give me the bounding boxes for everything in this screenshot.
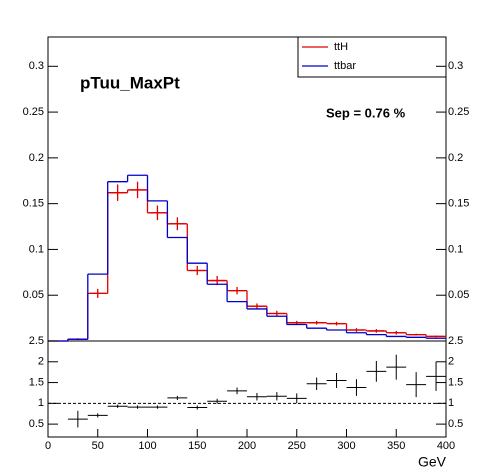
legend-label: ttH bbox=[334, 41, 348, 53]
x-tick-label: 200 bbox=[238, 440, 256, 452]
x-axis-label: GeV bbox=[418, 454, 447, 470]
y-tick-label-right: 0.2 bbox=[448, 152, 463, 164]
y-tick-label: 0.3 bbox=[29, 60, 44, 72]
y-tick-label: 0.15 bbox=[23, 198, 44, 210]
y-tick-label-right: 0.15 bbox=[448, 198, 469, 210]
y-tick-label-right: 0.25 bbox=[448, 106, 469, 118]
y-tick-label: 2 bbox=[38, 356, 44, 368]
y-tick-label-right: 1 bbox=[448, 397, 454, 409]
x-tick-label: 400 bbox=[437, 440, 455, 452]
y-tick-label-right: 1.5 bbox=[448, 376, 463, 388]
y-tick-label: 0.05 bbox=[23, 289, 44, 301]
x-tick-label: 250 bbox=[288, 440, 306, 452]
hist-title: pTuu_MaxPt bbox=[80, 73, 180, 92]
y-tick-label-right: 2 bbox=[448, 356, 454, 368]
x-tick-label: 150 bbox=[188, 440, 206, 452]
legend-label: ttbar bbox=[334, 60, 356, 72]
y-tick-label-right: 0.5 bbox=[448, 418, 463, 430]
y-tick-label: 0.2 bbox=[29, 152, 44, 164]
legend bbox=[297, 36, 447, 78]
y-tick-label-right: 2.5 bbox=[448, 335, 463, 347]
y-tick-label: 0.1 bbox=[29, 243, 44, 255]
y-tick-label-right: 0.05 bbox=[448, 289, 469, 301]
y-tick-label: 2.5 bbox=[29, 335, 44, 347]
x-tick-label: 100 bbox=[138, 440, 156, 452]
y-tick-label: 1 bbox=[38, 397, 44, 409]
x-tick-label: 0 bbox=[45, 440, 51, 452]
y-tick-label: 0.5 bbox=[29, 418, 44, 430]
y-tick-label-right: 0.1 bbox=[448, 243, 463, 255]
y-tick-label: 1.5 bbox=[29, 376, 44, 388]
x-tick-label: 50 bbox=[92, 440, 104, 452]
bottom-frame bbox=[47, 340, 447, 438]
y-tick-label: 0.25 bbox=[23, 106, 44, 118]
x-tick-label: 300 bbox=[337, 440, 355, 452]
y-tick-label-right: 0.3 bbox=[448, 60, 463, 72]
annotation: Sep = 0.76 % bbox=[326, 105, 406, 120]
x-tick-label: 350 bbox=[387, 440, 405, 452]
